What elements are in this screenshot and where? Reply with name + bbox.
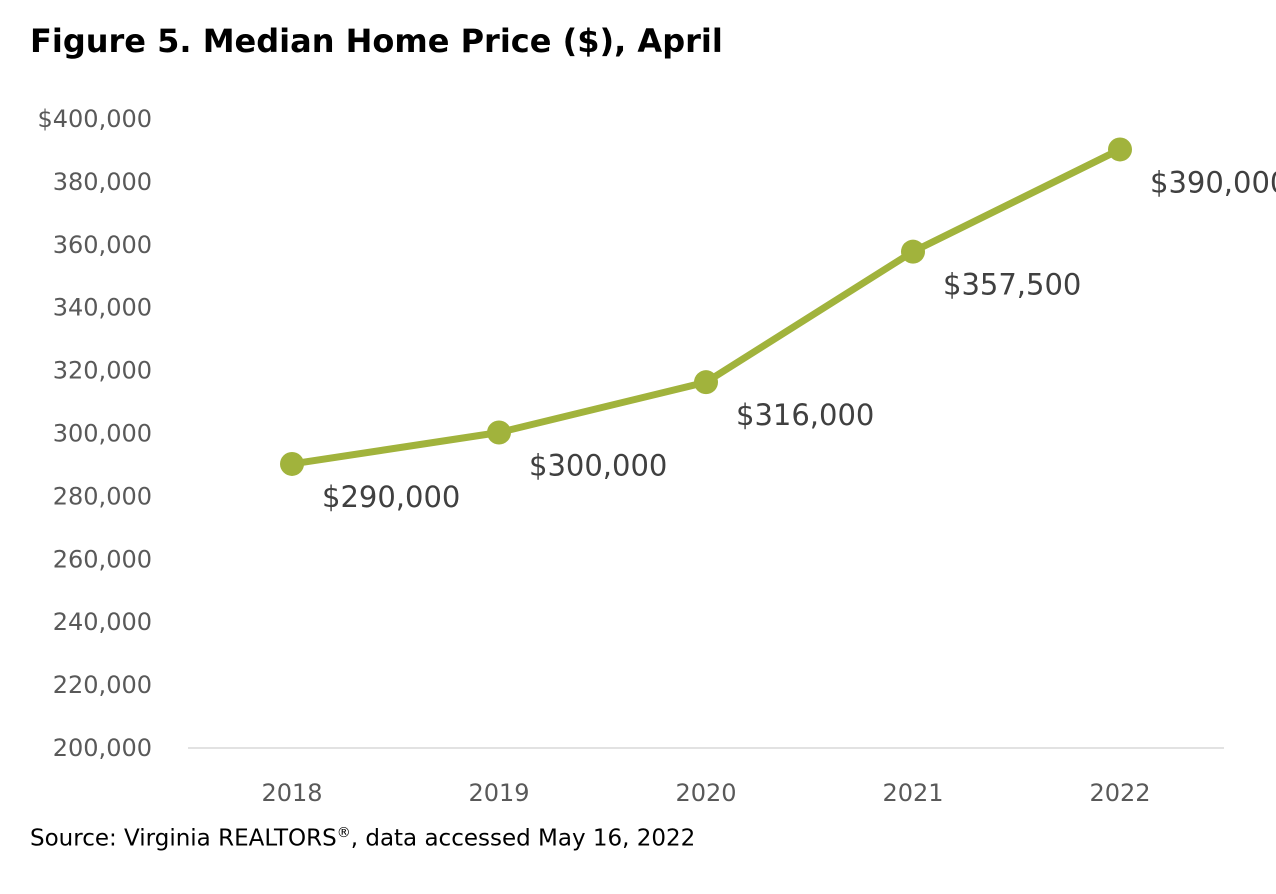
y-tick-label: 360,000 xyxy=(53,231,152,259)
y-tick-label: 260,000 xyxy=(53,545,152,573)
y-tick-label: 240,000 xyxy=(53,608,152,636)
y-axis-ticks: $400,000 380,000 360,000 340,000 320,000 300,… xyxy=(37,105,152,762)
y-tick-label: 300,000 xyxy=(53,420,152,448)
y-tick-label: 280,000 xyxy=(53,482,152,510)
y-tick-label: 340,000 xyxy=(53,294,152,322)
x-axis-ticks: 2018 2019 2020 2021 2022 xyxy=(261,779,1150,807)
source-note: Source: Virginia REALTORS®, data accesse… xyxy=(30,825,695,852)
x-tick-label: 2022 xyxy=(1089,779,1150,807)
x-tick-label: 2020 xyxy=(675,779,736,807)
data-label: $357,500 xyxy=(943,268,1081,302)
data-point xyxy=(487,420,511,445)
registered-mark: ® xyxy=(336,825,351,841)
x-tick-label: 2021 xyxy=(882,779,943,807)
y-tick-label: 200,000 xyxy=(53,734,152,762)
data-points xyxy=(280,137,1132,476)
data-label: $316,000 xyxy=(736,398,874,432)
data-point xyxy=(694,370,718,395)
chart-title: Figure 5. Median Home Price ($), April xyxy=(30,22,723,60)
line-chart: $400,000 380,000 360,000 340,000 320,000 300,… xyxy=(37,105,1276,807)
source-suffix: , data accessed May 16, 2022 xyxy=(350,825,696,852)
data-point xyxy=(1108,137,1132,162)
x-tick-label: 2019 xyxy=(468,779,529,807)
source-prefix: Source: Virginia REALTORS xyxy=(30,825,337,852)
data-point xyxy=(280,451,304,476)
data-label: $390,000 xyxy=(1150,165,1276,199)
data-point xyxy=(901,239,925,264)
y-tick-label: 320,000 xyxy=(53,357,152,385)
data-label: $290,000 xyxy=(322,480,460,514)
y-tick-label: $400,000 xyxy=(37,105,152,133)
series-line xyxy=(291,146,1122,468)
data-labels: $290,000 $300,000 $316,000 $357,500 $390,000 xyxy=(322,165,1276,514)
data-label: $300,000 xyxy=(529,449,667,483)
x-tick-label: 2018 xyxy=(261,779,322,807)
y-tick-label: 220,000 xyxy=(53,671,152,699)
y-tick-label: 380,000 xyxy=(53,168,152,196)
